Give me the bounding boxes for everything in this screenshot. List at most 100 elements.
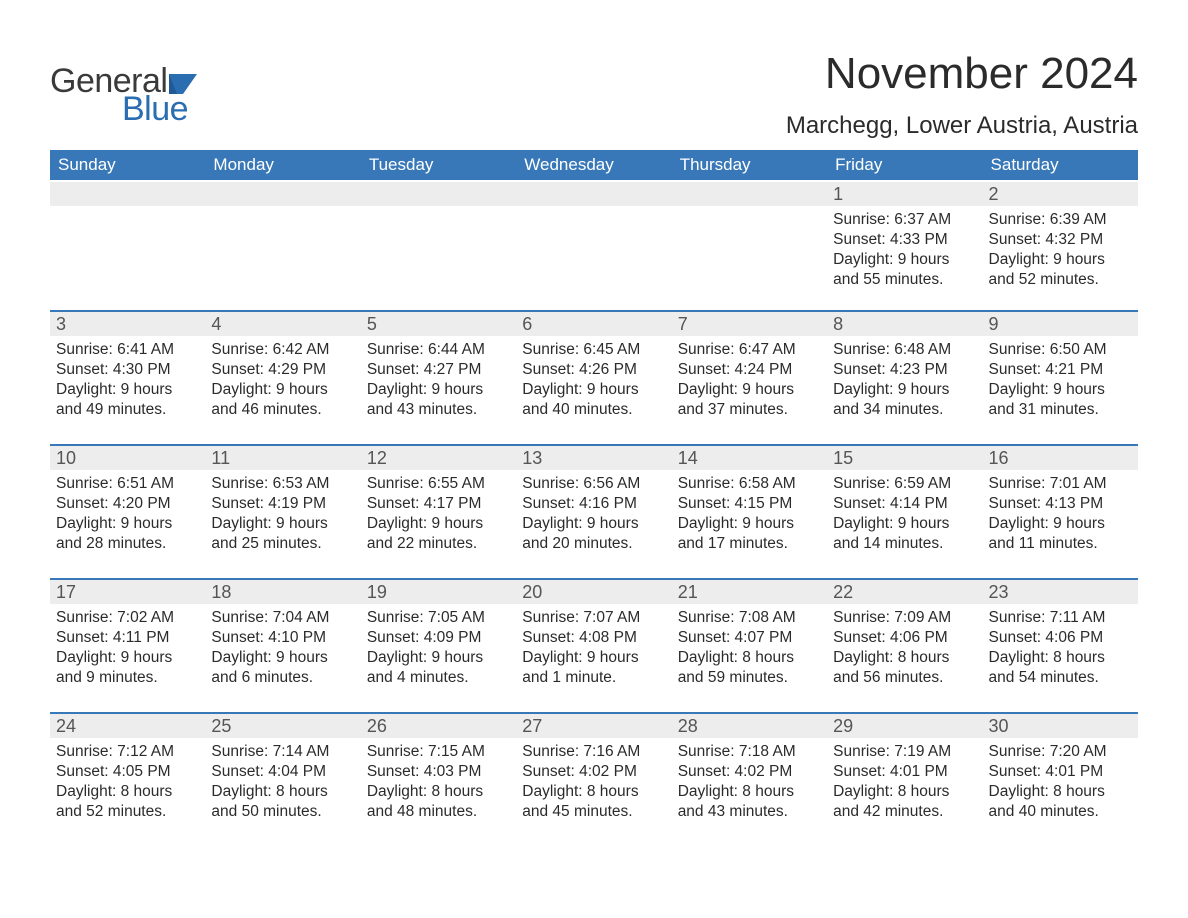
day-details: Sunrise: 6:56 AMSunset: 4:16 PMDaylight:… [516, 470, 671, 553]
day-number: 17 [50, 580, 205, 604]
daylight-text: Daylight: 8 hours and 59 minutes. [678, 648, 821, 688]
daylight-text: Daylight: 9 hours and 46 minutes. [211, 380, 354, 420]
calendar-page: General Blue November 2024 Marchegg, Low… [0, 0, 1188, 846]
day-cell: 5Sunrise: 6:44 AMSunset: 4:27 PMDaylight… [361, 312, 516, 444]
day-header: Tuesday [361, 155, 516, 175]
day-details: Sunrise: 7:16 AMSunset: 4:02 PMDaylight:… [516, 738, 671, 821]
day-details: Sunrise: 7:07 AMSunset: 4:08 PMDaylight:… [516, 604, 671, 687]
sunset-text: Sunset: 4:04 PM [211, 762, 354, 782]
sunrise-text: Sunrise: 7:05 AM [367, 608, 510, 628]
day-cell: 8Sunrise: 6:48 AMSunset: 4:23 PMDaylight… [827, 312, 982, 444]
sunrise-text: Sunrise: 6:42 AM [211, 340, 354, 360]
day-cell: 2Sunrise: 6:39 AMSunset: 4:32 PMDaylight… [983, 182, 1138, 310]
month-title: November 2024 [786, 50, 1138, 98]
day-number: 27 [516, 714, 671, 738]
sunrise-text: Sunrise: 6:47 AM [678, 340, 821, 360]
day-number: 8 [827, 312, 982, 336]
day-details: Sunrise: 6:42 AMSunset: 4:29 PMDaylight:… [205, 336, 360, 419]
day-number: 19 [361, 580, 516, 604]
day-number: 7 [672, 312, 827, 336]
sunrise-text: Sunrise: 6:56 AM [522, 474, 665, 494]
sunset-text: Sunset: 4:16 PM [522, 494, 665, 514]
week-row: 24Sunrise: 7:12 AMSunset: 4:05 PMDayligh… [50, 712, 1138, 846]
day-number: 23 [983, 580, 1138, 604]
sunset-text: Sunset: 4:13 PM [989, 494, 1132, 514]
sunset-text: Sunset: 4:07 PM [678, 628, 821, 648]
daylight-text: Daylight: 9 hours and 1 minute. [522, 648, 665, 688]
day-details: Sunrise: 6:44 AMSunset: 4:27 PMDaylight:… [361, 336, 516, 419]
sunrise-text: Sunrise: 6:51 AM [56, 474, 199, 494]
sunrise-text: Sunrise: 6:44 AM [367, 340, 510, 360]
day-details: Sunrise: 7:14 AMSunset: 4:04 PMDaylight:… [205, 738, 360, 821]
day-number: 28 [672, 714, 827, 738]
title-block: November 2024 Marchegg, Lower Austria, A… [786, 50, 1138, 140]
day-details: Sunrise: 7:04 AMSunset: 4:10 PMDaylight:… [205, 604, 360, 687]
location-subtitle: Marchegg, Lower Austria, Austria [786, 112, 1138, 140]
daylight-text: Daylight: 9 hours and 14 minutes. [833, 514, 976, 554]
sunset-text: Sunset: 4:23 PM [833, 360, 976, 380]
day-cell [672, 182, 827, 310]
day-cell: 6Sunrise: 6:45 AMSunset: 4:26 PMDaylight… [516, 312, 671, 444]
day-cell: 16Sunrise: 7:01 AMSunset: 4:13 PMDayligh… [983, 446, 1138, 578]
day-cell: 19Sunrise: 7:05 AMSunset: 4:09 PMDayligh… [361, 580, 516, 712]
daylight-text: Daylight: 9 hours and 52 minutes. [989, 250, 1132, 290]
day-number: 10 [50, 446, 205, 470]
sunset-text: Sunset: 4:01 PM [989, 762, 1132, 782]
week-row: 3Sunrise: 6:41 AMSunset: 4:30 PMDaylight… [50, 310, 1138, 444]
sunrise-text: Sunrise: 7:11 AM [989, 608, 1132, 628]
day-cell: 11Sunrise: 6:53 AMSunset: 4:19 PMDayligh… [205, 446, 360, 578]
sunrise-text: Sunrise: 7:02 AM [56, 608, 199, 628]
day-number: 13 [516, 446, 671, 470]
day-details: Sunrise: 7:01 AMSunset: 4:13 PMDaylight:… [983, 470, 1138, 553]
day-details [205, 206, 360, 210]
day-cell: 7Sunrise: 6:47 AMSunset: 4:24 PMDaylight… [672, 312, 827, 444]
day-cell: 9Sunrise: 6:50 AMSunset: 4:21 PMDaylight… [983, 312, 1138, 444]
daylight-text: Daylight: 9 hours and 34 minutes. [833, 380, 976, 420]
day-number [361, 182, 516, 206]
daylight-text: Daylight: 9 hours and 9 minutes. [56, 648, 199, 688]
day-details: Sunrise: 7:15 AMSunset: 4:03 PMDaylight:… [361, 738, 516, 821]
sunrise-text: Sunrise: 7:18 AM [678, 742, 821, 762]
daylight-text: Daylight: 9 hours and 11 minutes. [989, 514, 1132, 554]
sunrise-text: Sunrise: 7:08 AM [678, 608, 821, 628]
day-cell [361, 182, 516, 310]
sunset-text: Sunset: 4:02 PM [522, 762, 665, 782]
day-number: 6 [516, 312, 671, 336]
day-header: Wednesday [516, 155, 671, 175]
day-details: Sunrise: 6:55 AMSunset: 4:17 PMDaylight:… [361, 470, 516, 553]
day-cell: 24Sunrise: 7:12 AMSunset: 4:05 PMDayligh… [50, 714, 205, 846]
daylight-text: Daylight: 9 hours and 49 minutes. [56, 380, 199, 420]
daylight-text: Daylight: 8 hours and 54 minutes. [989, 648, 1132, 688]
day-number: 30 [983, 714, 1138, 738]
day-cell: 17Sunrise: 7:02 AMSunset: 4:11 PMDayligh… [50, 580, 205, 712]
day-details: Sunrise: 6:51 AMSunset: 4:20 PMDaylight:… [50, 470, 205, 553]
day-number [205, 182, 360, 206]
daylight-text: Daylight: 9 hours and 22 minutes. [367, 514, 510, 554]
day-cell: 28 Sunrise: 7:18 AMSunset: 4:02 PMDayligh… [672, 714, 827, 846]
day-cell: 4Sunrise: 6:42 AMSunset: 4:29 PMDaylight… [205, 312, 360, 444]
daylight-text: Daylight: 9 hours and 43 minutes. [367, 380, 510, 420]
sunrise-text: Sunrise: 7:01 AM [989, 474, 1132, 494]
sunrise-text: Sunrise: 6:41 AM [56, 340, 199, 360]
day-details: Sunrise: 6:48 AMSunset: 4:23 PMDaylight:… [827, 336, 982, 419]
day-header: Monday [205, 155, 360, 175]
sunset-text: Sunset: 4:06 PM [989, 628, 1132, 648]
day-cell: 26Sunrise: 7:15 AMSunset: 4:03 PMDayligh… [361, 714, 516, 846]
day-number: 4 [205, 312, 360, 336]
daylight-text: Daylight: 9 hours and 40 minutes. [522, 380, 665, 420]
sunset-text: Sunset: 4:19 PM [211, 494, 354, 514]
sunset-text: Sunset: 4:17 PM [367, 494, 510, 514]
day-details: Sunrise: 7:19 AMSunset: 4:01 PMDaylight:… [827, 738, 982, 821]
day-cell: 3Sunrise: 6:41 AMSunset: 4:30 PMDaylight… [50, 312, 205, 444]
day-cell: 30Sunrise: 7:20 AMSunset: 4:01 PMDayligh… [983, 714, 1138, 846]
sunrise-text: Sunrise: 7:04 AM [211, 608, 354, 628]
sunrise-text: Sunrise: 6:39 AM [989, 210, 1132, 230]
day-cell: 14Sunrise: 6:58 AMSunset: 4:15 PMDayligh… [672, 446, 827, 578]
daylight-text: Daylight: 8 hours and 43 minutes. [678, 782, 821, 822]
day-details: Sunrise: 6:45 AMSunset: 4:26 PMDaylight:… [516, 336, 671, 419]
day-number [50, 182, 205, 206]
day-number: 1 [827, 182, 982, 206]
sunset-text: Sunset: 4:02 PM [678, 762, 821, 782]
daylight-text: Daylight: 9 hours and 37 minutes. [678, 380, 821, 420]
day-details [50, 206, 205, 210]
